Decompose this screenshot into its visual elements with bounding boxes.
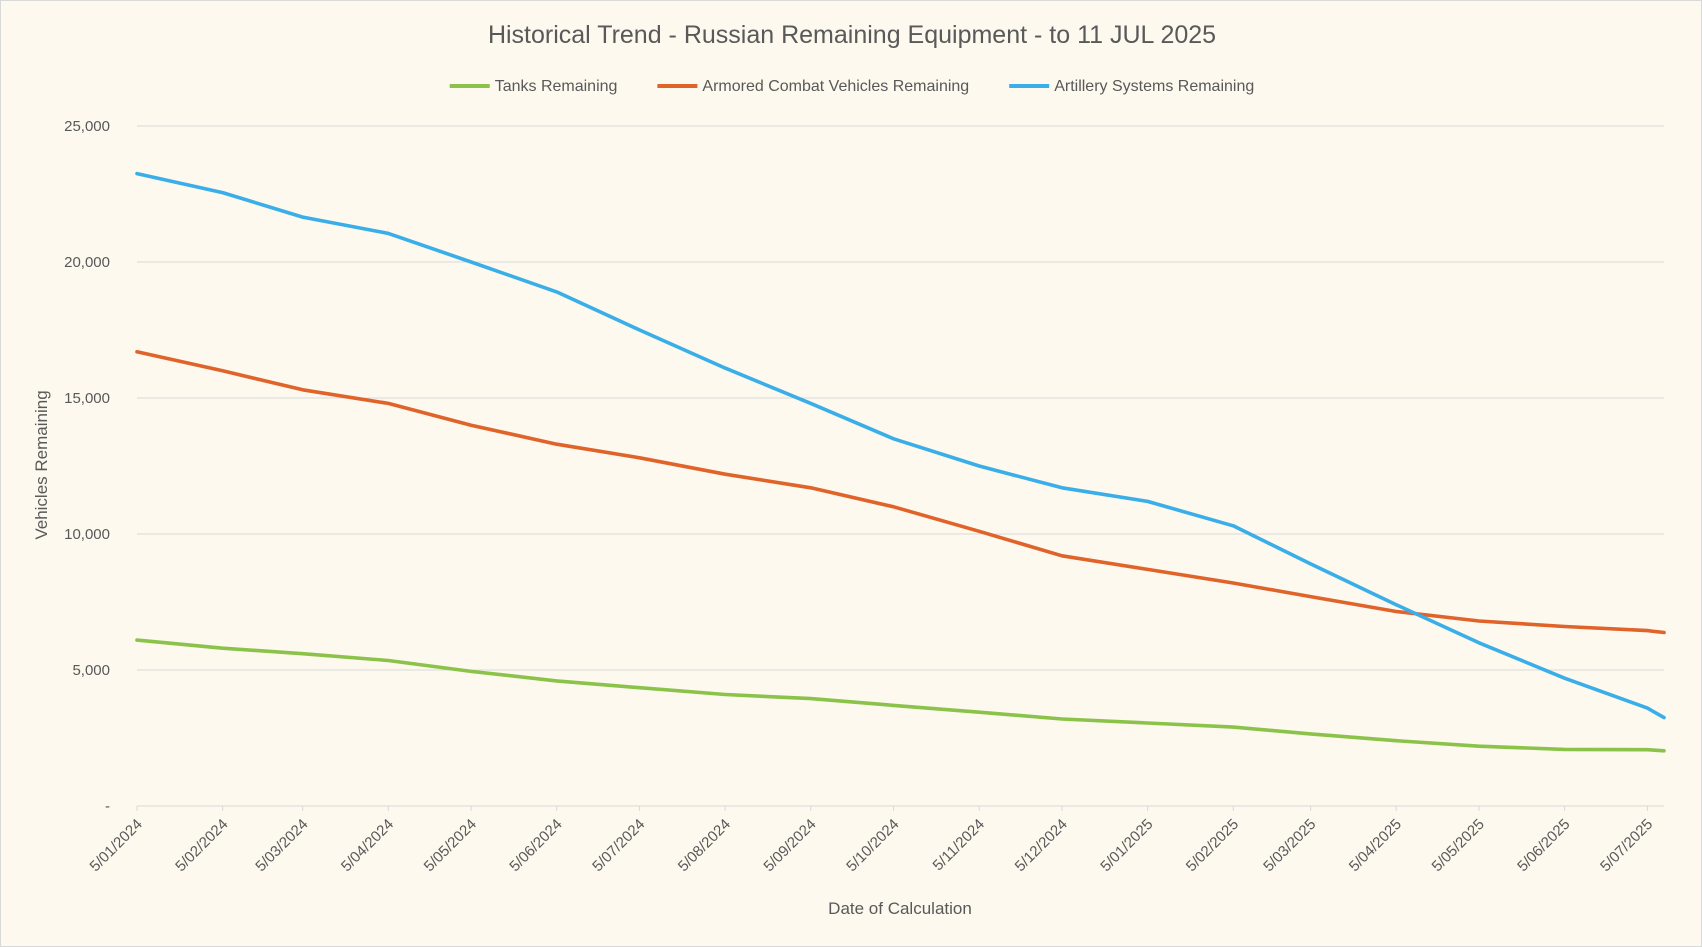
y-tick-label: 25,000 — [64, 118, 110, 135]
legend-label: Armored Combat Vehicles Remaining — [702, 78, 969, 95]
x-tick-label: 5/08/2024 — [675, 816, 734, 875]
y-axis-ticks: - 5,000 10,000 15,000 20,000 25,000 — [64, 118, 110, 815]
x-tick-label: 5/03/2024 — [252, 816, 311, 875]
y-tick-label: 5,000 — [72, 662, 110, 679]
chart-title: Historical Trend - Russian Remaining Equ… — [488, 21, 1216, 49]
x-axis-ticks: 5/01/2024 5/02/2024 5/03/2024 5/04/2024 5/05… — [87, 806, 1656, 875]
legend-label: Artillery Systems Remaining — [1054, 78, 1254, 95]
x-tick-label: 5/01/2025 — [1097, 816, 1156, 875]
x-tick-label: 5/05/2025 — [1429, 816, 1488, 875]
y-tick-label: 20,000 — [64, 254, 110, 271]
legend-item: Artillery Systems Remaining — [1009, 78, 1254, 95]
x-tick-label: 5/07/2025 — [1597, 816, 1656, 875]
x-tick-label: 5/04/2025 — [1346, 816, 1405, 875]
y-tick-label: - — [105, 798, 110, 815]
x-tick-label: 5/10/2024 — [843, 816, 902, 875]
legend-item: Tanks Remaining — [449, 78, 618, 95]
y-tick-label: 10,000 — [64, 526, 110, 543]
x-tick-label: 5/09/2024 — [760, 816, 819, 875]
series-line — [135, 638, 1666, 753]
x-axis-title: Date of Calculation — [828, 899, 972, 918]
x-tick-label: 5/01/2024 — [87, 816, 146, 875]
gridlines — [137, 125, 1664, 807]
x-tick-label: 5/07/2024 — [589, 816, 648, 875]
x-tick-label: 5/11/2024 — [930, 816, 988, 874]
x-tick-label: 5/03/2025 — [1260, 816, 1319, 875]
x-tick-label: 5/02/2024 — [172, 816, 231, 875]
series-line — [135, 171, 1666, 720]
x-tick-label: 5/05/2024 — [421, 816, 480, 875]
legend-label: Tanks Remaining — [495, 78, 618, 95]
x-tick-label: 5/12/2024 — [1012, 816, 1071, 875]
x-tick-label: 5/06/2025 — [1514, 816, 1573, 875]
y-axis-title: Vehicles Remaining — [32, 390, 51, 539]
y-tick-label: 15,000 — [64, 390, 110, 407]
x-tick-label: 5/06/2024 — [506, 816, 565, 875]
series-lines — [135, 171, 1666, 753]
x-tick-label: 5/02/2025 — [1183, 816, 1242, 875]
legend: Tanks Remaining Armored Combat Vehicles R… — [449, 78, 1254, 95]
legend-item: Armored Combat Vehicles Remaining — [657, 78, 969, 95]
x-tick-label: 5/04/2024 — [338, 816, 397, 875]
series-line — [135, 349, 1666, 635]
